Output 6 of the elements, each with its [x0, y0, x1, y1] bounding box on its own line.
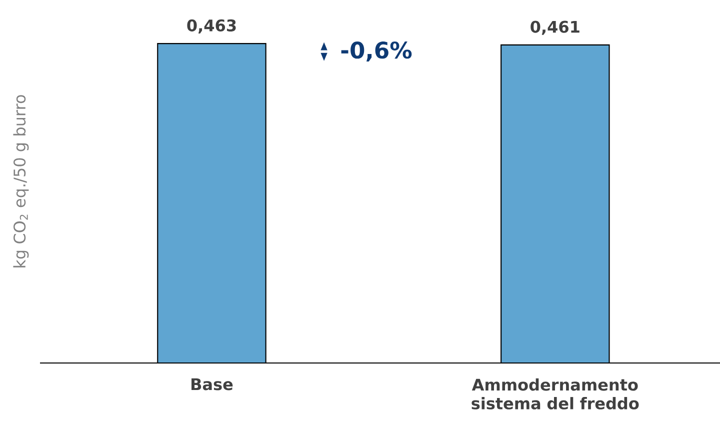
data-label: 0,461: [530, 20, 580, 35]
annotation: -0,6%: [341, 42, 412, 62]
y-axis-title: kg CO$_{2}$ eq./50 g burro: [13, 95, 29, 268]
x-tick-label: Base: [192, 378, 233, 390]
x-tick-label: Ammodernamento sistema del freddo: [472, 378, 639, 410]
data-label: 0,463: [187, 19, 236, 34]
